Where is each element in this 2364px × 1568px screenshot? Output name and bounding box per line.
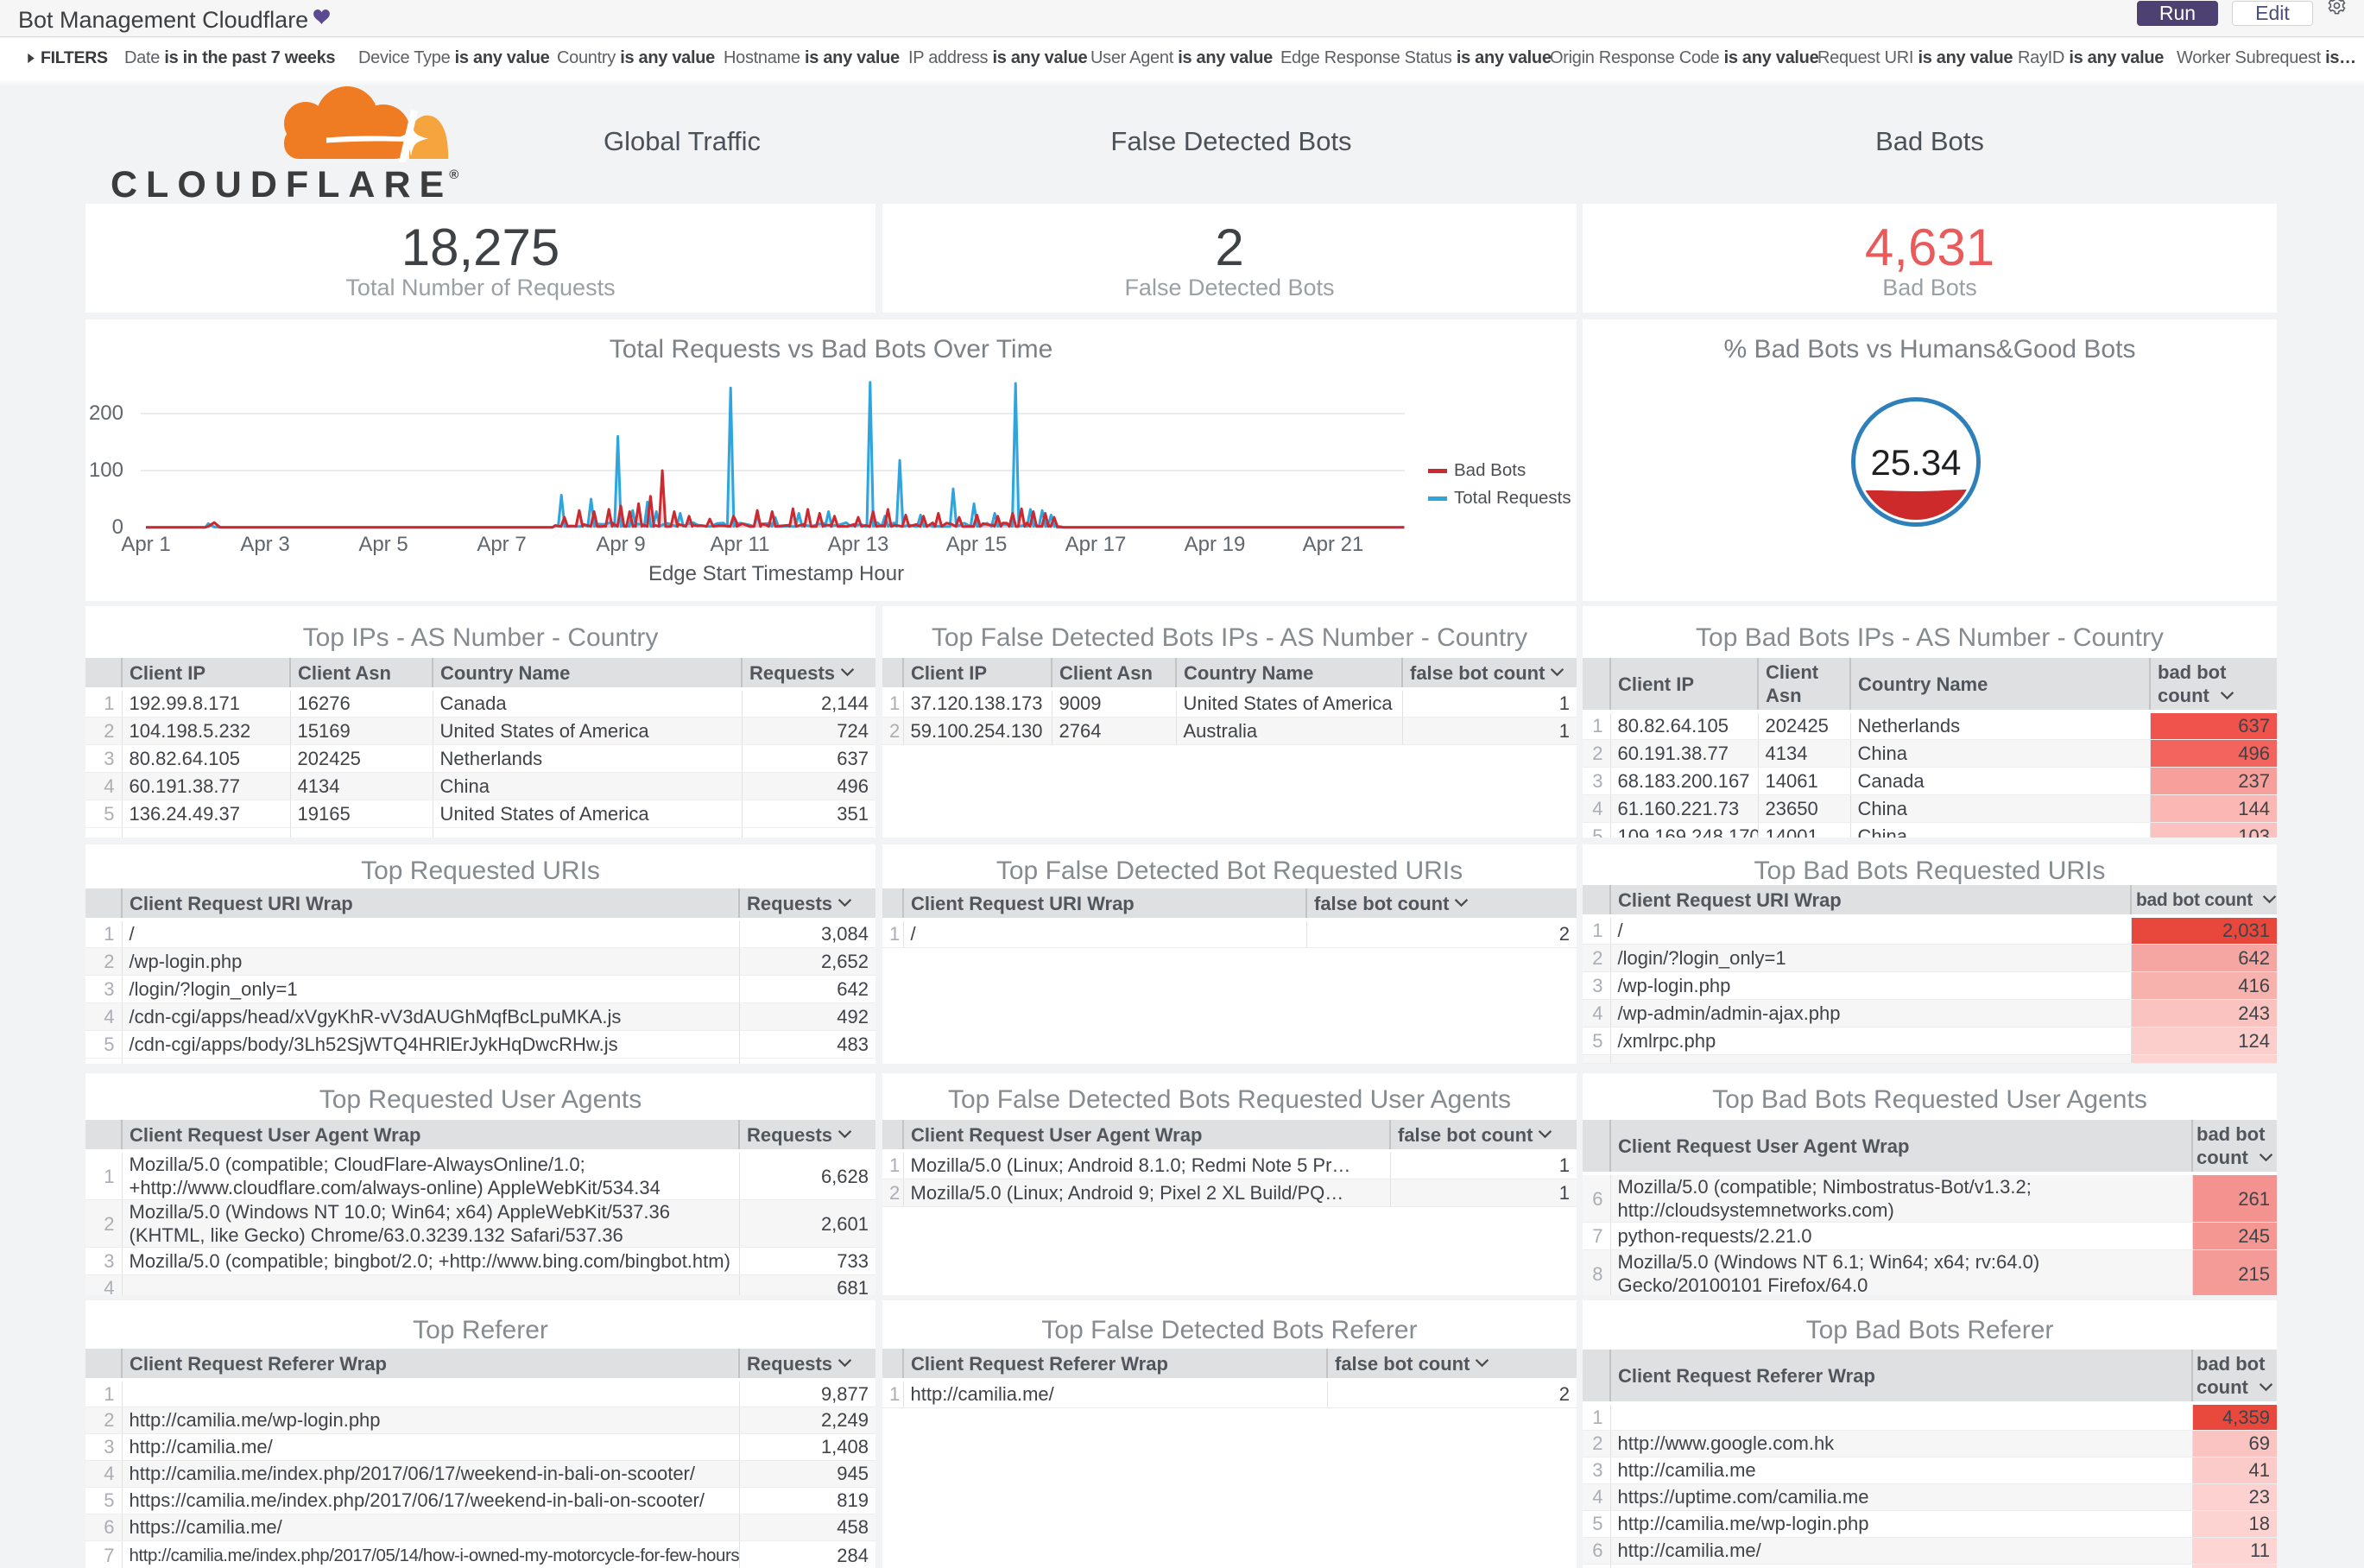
svg-text:25.34: 25.34 [1870, 442, 1961, 483]
